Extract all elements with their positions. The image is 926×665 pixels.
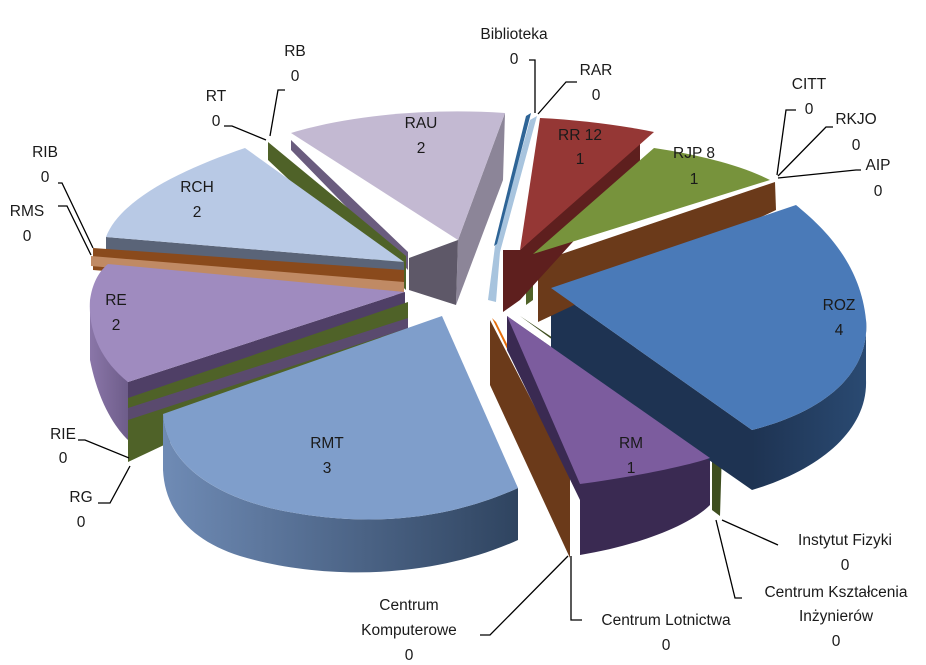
label-rkjo-name: RKJO bbox=[835, 111, 876, 128]
slice-biblioteka bbox=[494, 113, 531, 246]
label-centrum-lotnictwa-name: Centrum Lotnictwa bbox=[601, 612, 731, 629]
label-rau-value: 2 bbox=[417, 140, 426, 157]
label-roz-value: 4 bbox=[835, 322, 844, 339]
slice-centrum-komputerowe bbox=[490, 320, 570, 558]
slice-top-rmt bbox=[163, 316, 518, 520]
label-rjp8-value: 1 bbox=[690, 171, 699, 188]
label-rb-value: 0 bbox=[291, 68, 300, 85]
label-rmt-name: RMT bbox=[310, 435, 344, 452]
label-rib-value: 0 bbox=[41, 169, 50, 186]
label-centrum-komputerowe-name-1: Centrum bbox=[379, 597, 438, 614]
slice-rar bbox=[488, 116, 537, 302]
leader-lines bbox=[58, 59, 861, 636]
label-rkjo-value: 0 bbox=[852, 137, 861, 154]
label-rar-name: RAR bbox=[580, 62, 613, 79]
slice-rms bbox=[91, 256, 404, 292]
label-citt-name: CITT bbox=[792, 76, 827, 93]
label-biblioteka-name: Biblioteka bbox=[480, 26, 548, 43]
label-rie-name: RIE bbox=[50, 426, 76, 443]
slice-side-roz-front bbox=[752, 320, 867, 490]
label-rt-name: RT bbox=[206, 88, 227, 105]
slice-top-rau bbox=[291, 111, 505, 240]
label-rms-name: RMS bbox=[10, 203, 44, 220]
label-instytut-fizyki-name: Instytut Fizyki bbox=[798, 532, 892, 549]
label-centrum-ksztalcenia-name-2: Inżynierów bbox=[799, 608, 874, 625]
label-rb-name: RB bbox=[284, 43, 306, 60]
label-rch-name: RCH bbox=[180, 179, 214, 196]
slice-top-rr12 bbox=[520, 118, 654, 250]
slice-side-roz bbox=[551, 288, 752, 490]
slice-top-roz bbox=[551, 205, 867, 430]
label-re-name: RE bbox=[105, 292, 127, 309]
label-rch-value: 2 bbox=[193, 204, 202, 221]
slice-side-re bbox=[90, 300, 128, 440]
label-centrum-lotnictwa-value: 0 bbox=[662, 637, 671, 654]
label-rms-value: 0 bbox=[23, 228, 32, 245]
label-rar-value: 0 bbox=[592, 87, 601, 104]
label-rg-name: RG bbox=[69, 489, 92, 506]
label-rmt-value: 3 bbox=[323, 460, 332, 477]
label-instytut-fizyki-value: 0 bbox=[841, 557, 850, 574]
label-centrum-komputerowe-name-2: Komputerowe bbox=[361, 622, 457, 639]
label-centrum-komputerowe-value: 0 bbox=[405, 647, 414, 664]
label-centrum-ksztalcenia-value: 0 bbox=[832, 633, 841, 650]
label-rr12-value: 1 bbox=[576, 151, 585, 168]
label-rm-name: RM bbox=[619, 435, 643, 452]
label-biblioteka-value: 0 bbox=[510, 51, 519, 68]
label-rg-value: 0 bbox=[77, 514, 86, 531]
label-rau-name: RAU bbox=[405, 115, 438, 132]
label-rt-value: 0 bbox=[212, 113, 221, 130]
label-rib-name: RIB bbox=[32, 144, 58, 161]
slice-side-rau bbox=[456, 113, 505, 305]
label-aip-name: AIP bbox=[866, 157, 891, 174]
slice-inner-rau bbox=[409, 240, 458, 305]
label-roz-name: ROZ bbox=[823, 297, 856, 314]
label-rm-value: 1 bbox=[627, 460, 636, 477]
data-labels: Biblioteka 0 RAR 0 RR 12 1 RJP 8 1 CITT … bbox=[10, 26, 908, 664]
label-aip-value: 0 bbox=[874, 183, 883, 200]
label-rr12-name: RR 12 bbox=[558, 127, 602, 144]
slice-side-rmt bbox=[163, 414, 518, 573]
label-centrum-ksztalcenia-name-1: Centrum Kształcenia bbox=[764, 584, 907, 601]
slice-rie bbox=[128, 318, 408, 420]
slice-top-rm bbox=[507, 316, 710, 484]
label-re-value: 2 bbox=[112, 317, 121, 334]
slice-top-rch bbox=[106, 148, 404, 262]
slice-top-re bbox=[89, 264, 405, 382]
label-citt-value: 0 bbox=[805, 101, 814, 118]
slice-top-rjp8 bbox=[533, 148, 770, 254]
label-rjp8-name: RJP 8 bbox=[673, 145, 715, 162]
label-rie-value: 0 bbox=[59, 450, 68, 467]
